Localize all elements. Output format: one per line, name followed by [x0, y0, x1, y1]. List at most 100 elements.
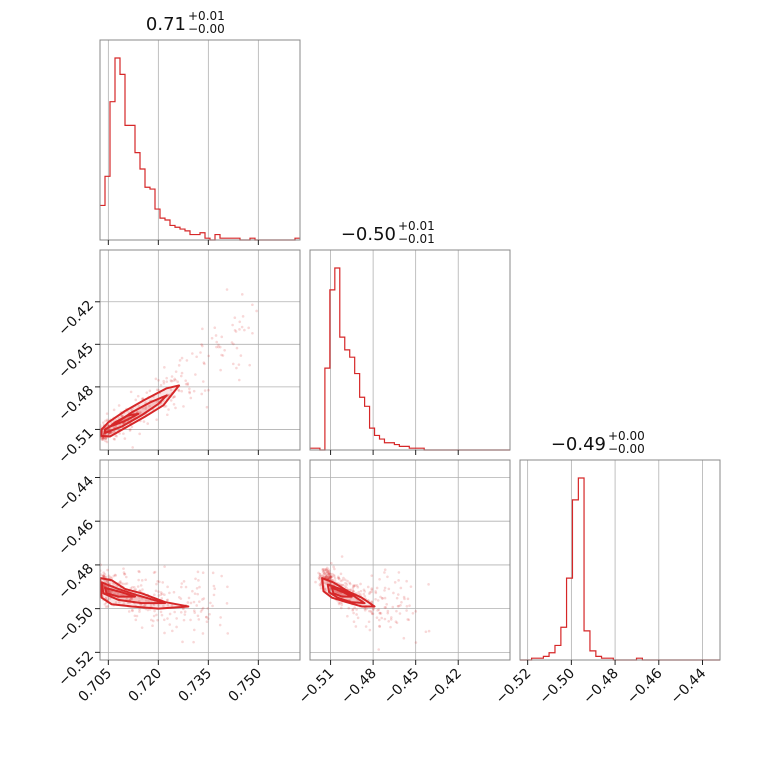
- sample-point: [148, 404, 151, 408]
- scatter-content: [97, 563, 230, 644]
- sample-point: [380, 597, 384, 600]
- sample-point: [359, 592, 362, 596]
- sample-point: [323, 569, 326, 572]
- sample-point: [205, 615, 208, 619]
- sample-point: [112, 430, 116, 434]
- sample-point: [188, 387, 191, 391]
- sample-point: [199, 351, 202, 354]
- sample-point: [102, 571, 106, 574]
- sample-point: [150, 618, 153, 622]
- sample-point: [172, 590, 176, 594]
- sample-point: [327, 568, 330, 571]
- sample-point: [341, 583, 344, 587]
- sample-point: [383, 586, 387, 590]
- sample-point: [108, 431, 112, 435]
- sample-point: [185, 359, 189, 362]
- sample-point: [169, 379, 173, 382]
- sample-point: [427, 583, 430, 586]
- sample-point: [158, 580, 161, 584]
- sample-point: [237, 378, 241, 382]
- sample-point: [240, 293, 244, 296]
- sample-point: [97, 586, 100, 589]
- sample-point: [162, 379, 166, 383]
- sample-point: [378, 624, 381, 628]
- sample-point: [182, 580, 186, 583]
- sample-point: [365, 607, 368, 611]
- sample-point: [187, 596, 191, 600]
- sample-point: [101, 438, 105, 441]
- sample-point: [112, 408, 116, 412]
- sample-point: [393, 581, 397, 584]
- sample-point: [251, 303, 254, 307]
- sample-point: [163, 593, 166, 596]
- sample-point: [123, 572, 127, 576]
- sample-point: [134, 398, 138, 402]
- sample-point: [138, 570, 141, 574]
- sample-point: [174, 406, 177, 410]
- sample-point: [234, 330, 238, 333]
- sample-point: [101, 436, 105, 440]
- sample-point: [160, 613, 164, 617]
- sample-point: [385, 602, 389, 606]
- sample-point: [201, 598, 204, 601]
- sample-point: [188, 391, 192, 395]
- sample-point: [324, 568, 328, 571]
- sample-point: [324, 574, 328, 577]
- sample-point: [406, 618, 410, 621]
- sample-point: [389, 625, 392, 629]
- sample-point: [351, 608, 354, 612]
- sample-point: [324, 575, 327, 578]
- sample-point: [137, 404, 141, 408]
- sample-point: [162, 381, 166, 385]
- sample-point: [102, 436, 106, 440]
- sample-point: [129, 390, 133, 394]
- sample-point: [101, 436, 105, 440]
- sample-point: [330, 561, 333, 565]
- sample-point: [327, 573, 331, 576]
- sample-point: [192, 640, 195, 644]
- sample-point: [179, 374, 183, 378]
- sample-point: [104, 436, 108, 440]
- sample-point: [175, 625, 178, 629]
- sample-point: [230, 341, 234, 344]
- sample-point: [341, 583, 345, 587]
- sample-point: [177, 364, 181, 367]
- sample-point: [117, 404, 121, 407]
- sample-point: [173, 377, 177, 381]
- sample-point: [395, 596, 399, 600]
- sample-point: [354, 625, 358, 628]
- sample-point: [140, 579, 144, 582]
- sample-point: [157, 590, 160, 593]
- sample-point: [201, 327, 204, 331]
- sample-point: [207, 388, 210, 392]
- sample-point: [114, 434, 117, 438]
- sample-point: [414, 641, 418, 644]
- panel-title-upper-error: +0.01: [188, 9, 225, 23]
- sample-point: [405, 609, 408, 612]
- sample-point: [165, 376, 168, 380]
- sample-point: [166, 598, 170, 602]
- sample-point: [207, 354, 211, 358]
- x-tick-label-1: −0.48: [338, 666, 380, 708]
- sample-point: [379, 612, 383, 615]
- sample-point: [189, 618, 192, 622]
- sample-point: [363, 595, 367, 598]
- sample-point: [317, 571, 320, 575]
- sample-point: [352, 620, 356, 623]
- sample-point: [201, 571, 205, 575]
- sample-point: [200, 392, 204, 396]
- sample-point: [383, 596, 387, 600]
- scatter-content: [100, 288, 258, 450]
- sample-point: [370, 590, 373, 594]
- sample-point: [174, 378, 177, 382]
- sample-point: [171, 396, 175, 399]
- sample-point: [370, 574, 374, 577]
- sample-point: [165, 599, 169, 602]
- sample-point: [374, 590, 377, 593]
- sample-point: [168, 591, 171, 595]
- sample-point: [153, 570, 157, 574]
- sample-point: [197, 579, 200, 582]
- sample-point: [344, 581, 347, 585]
- sample-point: [134, 618, 138, 622]
- sample-point: [348, 582, 352, 586]
